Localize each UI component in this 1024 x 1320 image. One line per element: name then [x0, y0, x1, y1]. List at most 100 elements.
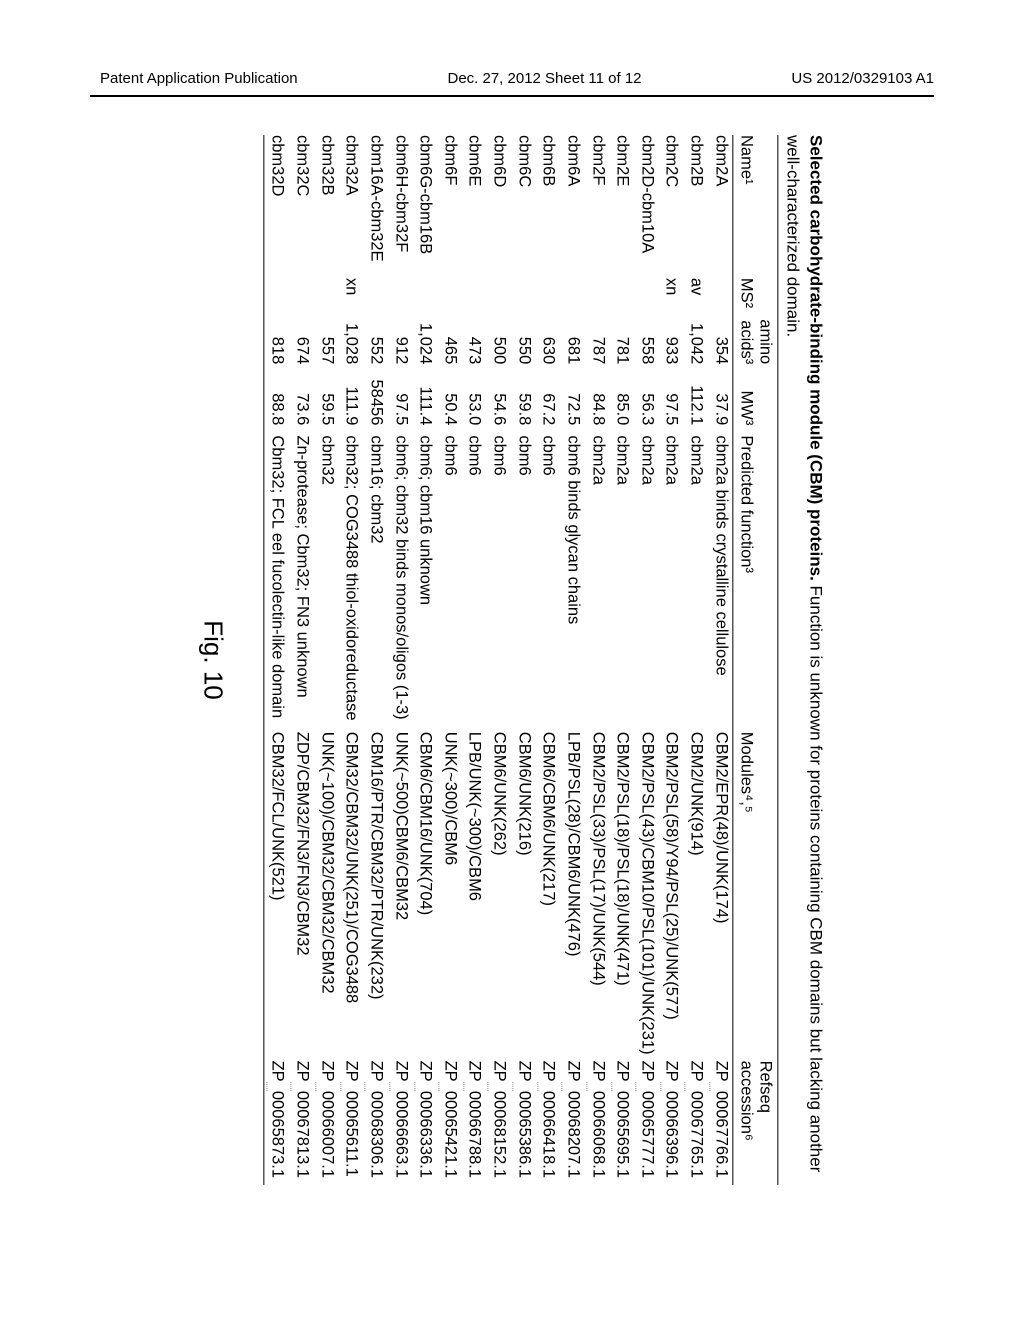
- table-row: cbm32D81888.8Cbm32; FCL eel fucolectin-l…: [264, 135, 289, 1185]
- cell-aa: 354: [708, 319, 733, 378]
- cell-name: cbm6F: [437, 135, 462, 278]
- cell-acc: ZP 00067813.1: [289, 1061, 314, 1185]
- table-row: cbm6H-cbm32F91297.5cbm6; cbm32 binds mon…: [388, 135, 413, 1185]
- header-left: Patent Application Publication: [100, 70, 298, 87]
- col-name: Name¹: [733, 135, 778, 278]
- figure-content: Selected carbohydrate-binding module (CB…: [198, 135, 827, 1185]
- cell-ms: [264, 278, 289, 319]
- cell-func: cbm6: [437, 435, 462, 731]
- cell-acc: ZP 00066418.1: [536, 1061, 561, 1185]
- cell-acc: ZP 00066007.1: [314, 1061, 339, 1185]
- cbm-table: Name¹ MS² aminoacids³ MW³ Predicted func…: [264, 135, 779, 1185]
- cell-func: cbm2a: [609, 435, 634, 731]
- cell-mod: CBM2/PSL(18)/PSL(18)/UNK(471): [609, 732, 634, 1061]
- cell-aa: 473: [462, 319, 487, 378]
- table-row: cbm32C67473.6Zn-protease; Cbm32; FN3 unk…: [289, 135, 314, 1185]
- table-row: cbm2D-cbm10A55856.3cbm2aCBM2/PSL(43)/CBM…: [634, 135, 659, 1185]
- cell-ms: [412, 278, 437, 319]
- cell-func: cbm32; COG3488 thiol-oxidoreductase: [339, 435, 364, 731]
- cell-acc: ZP 00065873.1: [264, 1061, 289, 1185]
- cell-acc: ZP 00068152.1: [486, 1061, 511, 1185]
- cell-name: cbm6C: [511, 135, 536, 278]
- cell-aa: 557: [314, 319, 339, 378]
- cell-aa: 1,042: [683, 319, 708, 378]
- cell-acc: ZP 00066788.1: [462, 1061, 487, 1185]
- title-bold: Selected carbohydrate-binding module (CB…: [806, 135, 825, 581]
- cell-mod: CBM16/PTR/CBM32/PTR/UNK(232): [363, 732, 388, 1061]
- cell-func: cbm2a: [585, 435, 610, 731]
- cell-acc: ZP 00065421.1: [437, 1061, 462, 1185]
- cell-aa: 1,028: [339, 319, 364, 378]
- cell-mod: CBM32/FCL/UNK(521): [264, 732, 289, 1061]
- cell-acc: ZP 00065611.1: [339, 1061, 364, 1185]
- cell-mw: 56.3: [634, 378, 659, 435]
- cell-func: cbm6; cbm32 binds monos/oligos (1-3): [388, 435, 413, 731]
- cell-func: cbm6 binds glycan chains: [560, 435, 585, 731]
- cell-ms: [560, 278, 585, 319]
- cell-mod: CBM2/EPR(48)/UNK(174): [708, 732, 733, 1061]
- cell-mod: CBM6/UNK(216): [511, 732, 536, 1061]
- cell-mod: CBM6/CBM16/UNK(704): [412, 732, 437, 1061]
- table-row: cbm6G-cbm16B1,024111.4cbm6; cbm16 unknow…: [412, 135, 437, 1185]
- cell-name: cbm6D: [486, 135, 511, 278]
- cell-mw: 58456: [363, 378, 388, 435]
- cell-name: cbm32D: [264, 135, 289, 278]
- cell-mod: CBM2/PSL(33)/PSL(17)/UNK(544): [585, 732, 610, 1061]
- cell-mw: 37.9: [708, 378, 733, 435]
- cell-mod: CBM2/PSL(43)/CBM10/PSL(101)/UNK(231): [634, 732, 659, 1061]
- cell-acc: ZP 00066068.1: [585, 1061, 610, 1185]
- cell-aa: 681: [560, 319, 585, 378]
- cell-ms: [511, 278, 536, 319]
- cell-acc: ZP 00065777.1: [634, 1061, 659, 1185]
- cell-func: cbm6: [536, 435, 561, 731]
- cell-mod: LPB/UNK(~300)/CBM6: [462, 732, 487, 1061]
- cell-ms: [388, 278, 413, 319]
- cell-acc: ZP 00066396.1: [659, 1061, 684, 1185]
- cell-acc: ZP 00065386.1: [511, 1061, 536, 1185]
- col-amino-acids: aminoacids³: [733, 319, 778, 378]
- figure-caption: Fig. 10: [198, 135, 229, 1185]
- cell-ms: [634, 278, 659, 319]
- col-mw: MW³: [733, 378, 778, 435]
- cell-name: cbm6G-cbm16B: [412, 135, 437, 278]
- cell-func: cbm6; cbm16 unknown: [412, 435, 437, 731]
- cell-mod: UNK(~500)CBM6/CBM32: [388, 732, 413, 1061]
- cell-ms: [708, 278, 733, 319]
- cell-acc: ZP 00065695.1: [609, 1061, 634, 1185]
- table-row: cbm6F46550.4cbm6UNK(~300)/CBM6ZP 0006542…: [437, 135, 462, 1185]
- cell-name: cbm2A: [708, 135, 733, 278]
- table-body: cbm2A35437.9cbm2a binds crystalline cell…: [264, 135, 733, 1185]
- cell-aa: 552: [363, 319, 388, 378]
- col-refseq: Refseqaccession⁶: [733, 1061, 778, 1185]
- cell-aa: 933: [659, 319, 684, 378]
- cell-mw: 54.6: [486, 378, 511, 435]
- cell-name: cbm32A: [339, 135, 364, 278]
- cell-name: cbm32B: [314, 135, 339, 278]
- cell-acc: ZP 00068306.1: [363, 1061, 388, 1185]
- cell-func: cbm2a: [659, 435, 684, 731]
- cell-name: cbm6A: [560, 135, 585, 278]
- cell-func: cbm2a: [683, 435, 708, 731]
- cell-aa: 787: [585, 319, 610, 378]
- cell-mw: 97.5: [659, 378, 684, 435]
- cell-ms: xn: [659, 278, 684, 319]
- cell-aa: 912: [388, 319, 413, 378]
- cell-func: cbm6: [511, 435, 536, 731]
- cell-aa: 781: [609, 319, 634, 378]
- header-rule: [90, 95, 934, 97]
- cell-ms: [289, 278, 314, 319]
- table-row: cbm6C55059.8cbm6CBM6/UNK(216)ZP 00065386…: [511, 135, 536, 1185]
- cell-ms: [609, 278, 634, 319]
- table-row: cbm2A35437.9cbm2a binds crystalline cell…: [708, 135, 733, 1185]
- cell-func: cbm16; cbm32: [363, 435, 388, 731]
- table-row: cbm2E78185.0cbm2aCBM2/PSL(18)/PSL(18)/UN…: [609, 135, 634, 1185]
- cell-acc: ZP 00068207.1: [560, 1061, 585, 1185]
- cell-func: cbm6: [462, 435, 487, 731]
- cell-aa: 818: [264, 319, 289, 378]
- cell-mw: 112.1: [683, 378, 708, 435]
- cell-name: cbm2B: [683, 135, 708, 278]
- cell-name: cbm2C: [659, 135, 684, 278]
- cell-func: Zn-protease; Cbm32; FN3 unknown: [289, 435, 314, 731]
- cell-ms: xn: [339, 278, 364, 319]
- cell-mw: 53.0: [462, 378, 487, 435]
